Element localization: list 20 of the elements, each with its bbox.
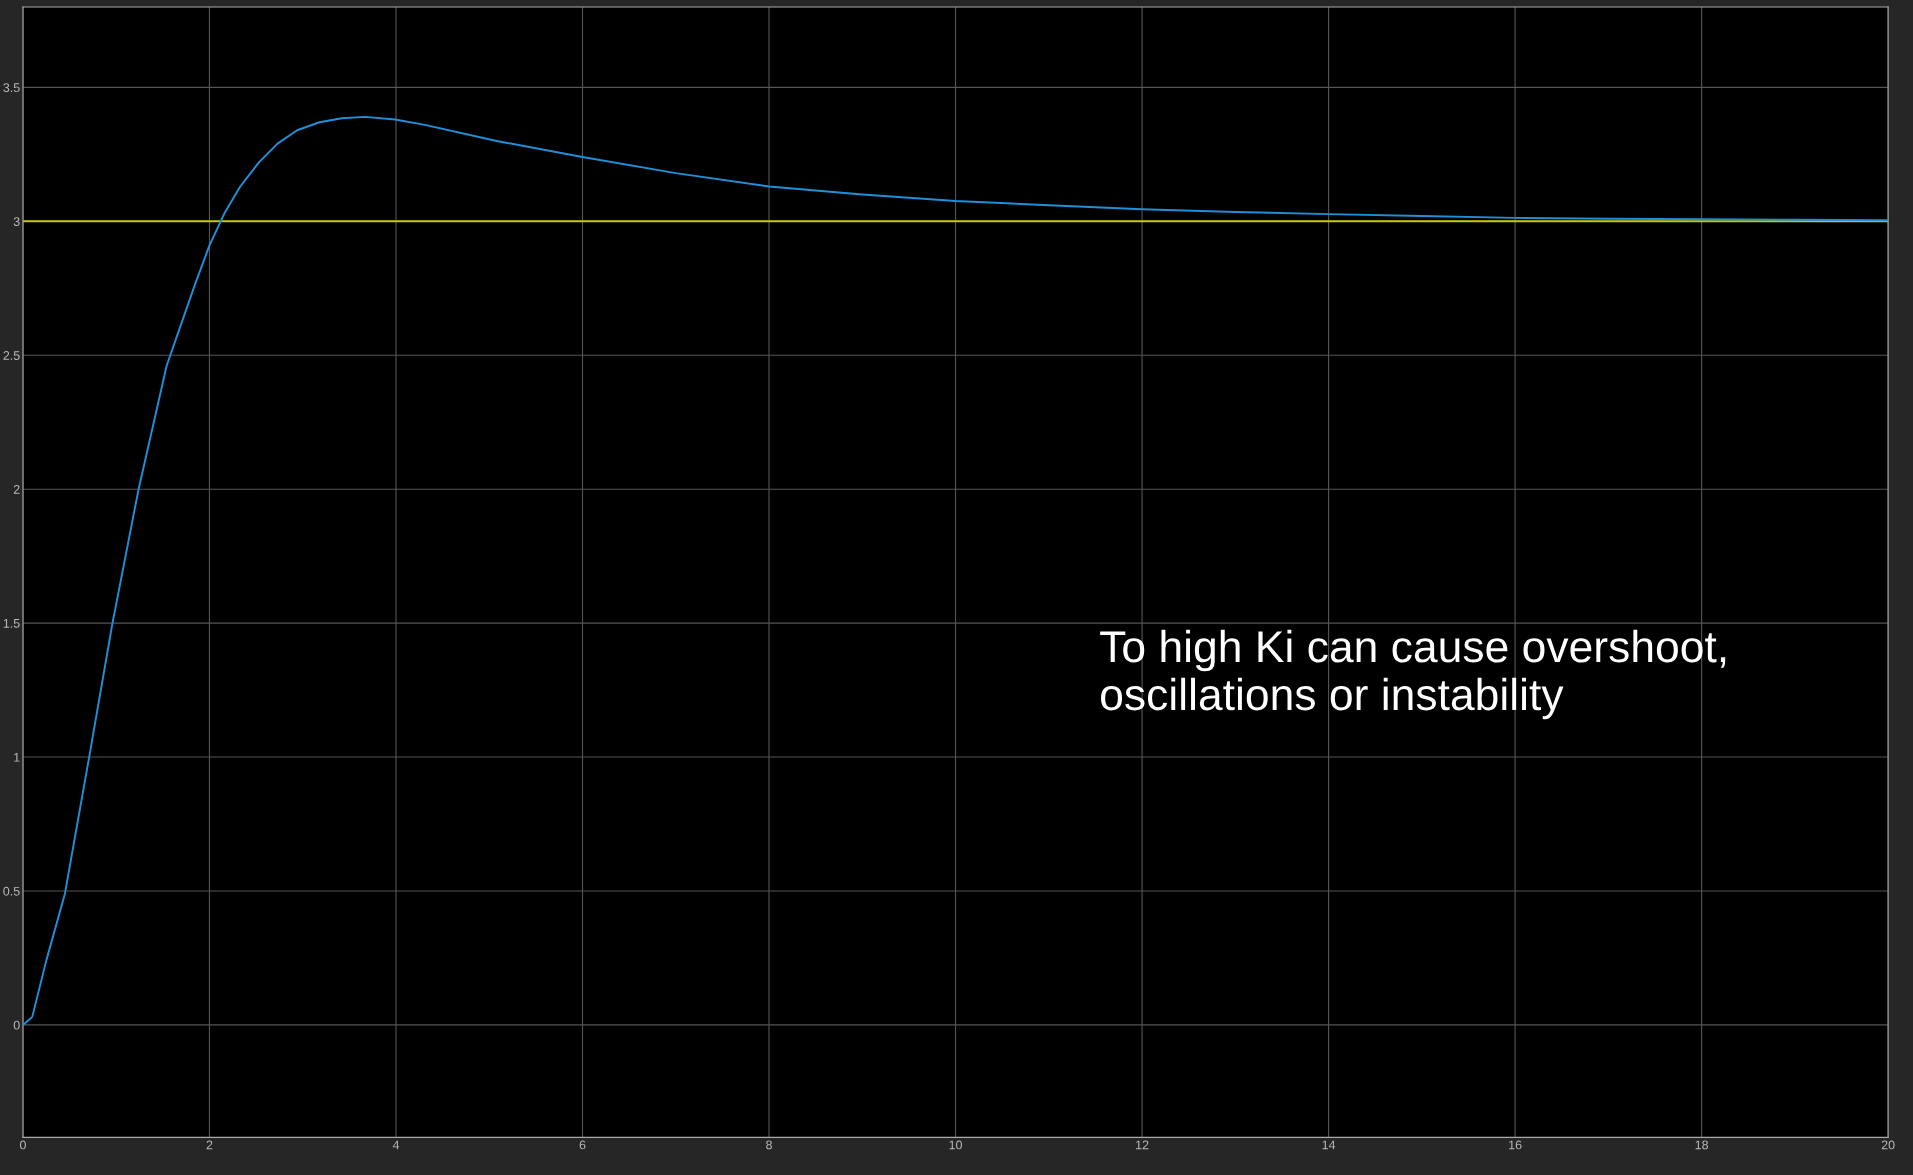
y-tick-label: 1.5 (3, 619, 20, 628)
x-tick-label: 2 (206, 1140, 213, 1150)
annotation: To high Ki can cause overshoot, oscillations or instability (1100, 629, 1726, 720)
x-tick-label: 10 (949, 1140, 963, 1150)
x-tick-label: 6 (579, 1140, 586, 1150)
y-tick-label: 0.5 (3, 886, 20, 896)
x-tick-label: 14 (1322, 1140, 1336, 1150)
x-tick-label: 16 (1509, 1140, 1522, 1150)
y-tick-label: 1 (14, 752, 20, 762)
y-tick-label: 2 (13, 484, 20, 494)
x-tick-label: 20 (1881, 1140, 1895, 1150)
y-tick-label: 3 (13, 217, 20, 226)
y-tick-label: 0 (13, 1020, 20, 1030)
x-tick-label: 4 (392, 1140, 400, 1150)
x-tick-label: 8 (766, 1140, 772, 1150)
y-tick-label: 3.5 (3, 83, 20, 93)
x-tick-label: 12 (1136, 1140, 1149, 1150)
x-tick-label: 18 (1695, 1140, 1709, 1150)
line-series (22, 115, 1889, 1026)
y-tick-label: 2.5 (3, 351, 20, 360)
